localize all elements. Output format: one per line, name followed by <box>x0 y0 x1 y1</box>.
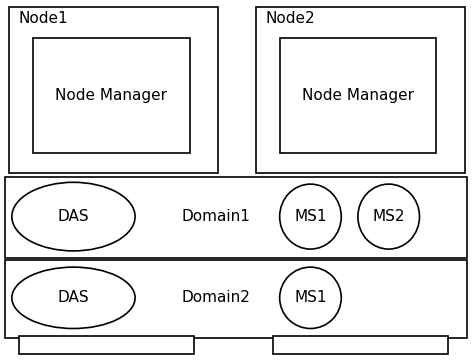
Bar <box>33 38 190 153</box>
Text: Node Manager: Node Manager <box>55 88 167 103</box>
Bar <box>273 336 448 354</box>
Bar <box>9 7 218 173</box>
Text: Node1: Node1 <box>19 11 69 26</box>
Text: MS1: MS1 <box>294 290 327 305</box>
Text: DAS: DAS <box>58 209 89 224</box>
Text: DAS: DAS <box>58 290 89 305</box>
Ellipse shape <box>12 182 135 251</box>
Text: Node2: Node2 <box>265 11 315 26</box>
Ellipse shape <box>12 267 135 329</box>
Text: Domain2: Domain2 <box>181 290 250 305</box>
Ellipse shape <box>358 184 419 249</box>
Text: MS2: MS2 <box>373 209 405 224</box>
Text: Domain1: Domain1 <box>181 209 250 224</box>
Ellipse shape <box>280 267 341 329</box>
Bar <box>280 38 436 153</box>
Bar <box>256 7 465 173</box>
Bar <box>19 336 194 354</box>
Bar <box>5 177 467 258</box>
Ellipse shape <box>280 184 341 249</box>
Bar <box>5 260 467 338</box>
Text: MS1: MS1 <box>294 209 327 224</box>
Text: Node Manager: Node Manager <box>302 88 414 103</box>
